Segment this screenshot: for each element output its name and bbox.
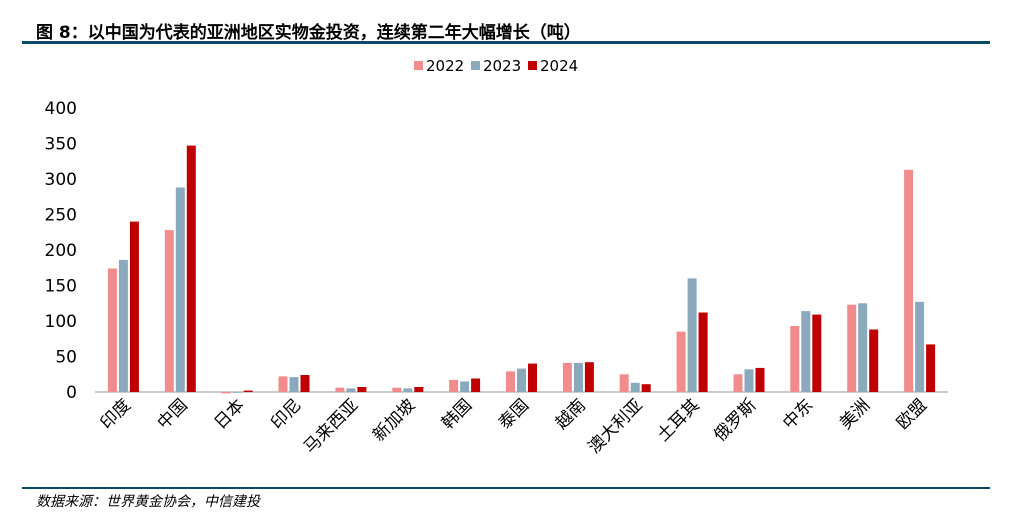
bar-2023-13	[858, 303, 868, 393]
bar-2024-1	[186, 145, 196, 392]
bar-2023-9	[630, 382, 640, 392]
bar-2023-0	[118, 259, 128, 392]
bar-2024-11	[755, 367, 765, 392]
bar-2024-9	[641, 384, 651, 392]
bar-2022-8	[562, 362, 572, 392]
bar-2023-1	[175, 187, 185, 392]
bar-2023-2	[232, 392, 242, 393]
x-category-label: 俄罗斯	[710, 395, 760, 445]
legend-swatch-2022	[414, 61, 423, 70]
bar-2022-3	[278, 376, 288, 392]
y-tick-label: 200	[45, 241, 77, 261]
bar-2024-13	[869, 329, 879, 392]
bar-2024-10	[698, 312, 708, 392]
y-tick-label: 250	[45, 206, 77, 226]
bar-2022-5	[392, 387, 402, 392]
x-category-label: 中国	[154, 395, 192, 433]
bar-2022-13	[847, 304, 857, 392]
x-category-label: 日本	[211, 395, 249, 433]
bar-2024-2	[243, 390, 253, 392]
bar-2024-8	[584, 362, 594, 392]
y-tick-label: 300	[45, 170, 77, 190]
y-tick-label: 350	[45, 135, 77, 155]
bar-2022-9	[619, 374, 629, 393]
bar-2023-11	[744, 369, 754, 392]
bar-chart: 0 50 100 150 200 250 300 350 400 印度 中国 日本 印尼马来西亚 新加坡韩…	[45, 57, 948, 458]
bar-2024-0	[129, 221, 139, 392]
x-category-label: 印尼	[267, 395, 305, 433]
bar-2022-0	[107, 268, 117, 392]
bar-2024-14	[926, 344, 936, 392]
x-category-label: 印度	[97, 395, 135, 433]
bar-2023-8	[573, 362, 583, 392]
bar-2022-12	[790, 326, 800, 392]
x-category-label: 韩国	[438, 395, 476, 433]
bar-2023-7	[517, 368, 526, 392]
y-tick-label: 400	[45, 99, 77, 119]
x-category-label: 马来西亚	[300, 395, 362, 457]
x-category-label: 欧盟	[893, 395, 931, 433]
bar-2022-14	[904, 169, 914, 392]
bar-2022-10	[676, 331, 686, 392]
figure-title: 图 8：以中国为代表的亚洲地区实物金投资，连续第二年大幅增长（吨）	[36, 23, 581, 43]
source-rule	[22, 487, 990, 489]
source-note: 数据来源：世界黄金协会，中信建投	[36, 494, 260, 510]
x-category-label: 美洲	[836, 395, 874, 433]
y-tick-label: 100	[45, 312, 77, 332]
legend-label: 2023	[483, 57, 521, 75]
legend-swatch-2023	[471, 61, 480, 70]
bar-2024-4	[357, 387, 367, 392]
bar-2022-2	[221, 392, 231, 394]
bar-2024-7	[528, 363, 537, 392]
y-tick-label: 150	[45, 277, 77, 297]
bar-2024-6	[471, 378, 481, 392]
bar-2023-3	[289, 377, 299, 392]
x-category-label: 澳大利亚	[585, 395, 647, 457]
bar-2023-4	[346, 388, 356, 392]
legend-swatch-2024	[528, 61, 537, 70]
bar-2023-5	[403, 388, 413, 392]
x-category-label: 新加坡	[369, 395, 419, 445]
bar-2024-3	[300, 375, 310, 392]
bar-2023-10	[687, 278, 697, 392]
chart-container: 0 50 100 150 200 250 300 350 400 印度 中国 日本 印尼 马来西亚 新加坡韩…	[22, 44, 990, 486]
bar-2022-1	[164, 230, 174, 392]
y-tick-label: 50	[55, 348, 77, 368]
legend-label: 2022	[426, 57, 464, 75]
x-category-label: 泰国	[495, 395, 533, 433]
bar-2022-6	[449, 379, 459, 392]
legend-label: 2024	[540, 57, 578, 75]
x-category-label: 中东	[779, 395, 817, 433]
bar-2022-4	[335, 387, 345, 392]
bar-2024-5	[414, 387, 424, 392]
bar-2024-12	[812, 314, 822, 392]
x-category-label: 土耳其	[653, 395, 703, 445]
bar-2023-12	[801, 311, 811, 392]
bar-2022-11	[733, 374, 743, 393]
bar-2022-7	[506, 371, 515, 392]
y-tick-label: 0	[66, 383, 77, 403]
bar-2023-14	[915, 301, 925, 392]
x-category-label: 越南	[552, 395, 590, 433]
bar-2023-6	[460, 381, 470, 392]
title-rule	[22, 41, 990, 44]
